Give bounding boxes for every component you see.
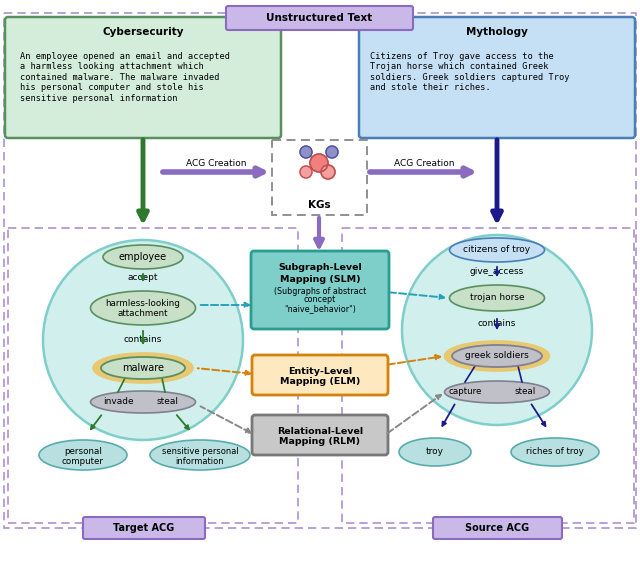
FancyBboxPatch shape (5, 17, 281, 138)
Text: ACG Creation: ACG Creation (394, 158, 454, 167)
Ellipse shape (90, 391, 195, 413)
Text: ACG Creation: ACG Creation (186, 158, 246, 167)
Text: trojan horse: trojan horse (470, 293, 524, 302)
Ellipse shape (449, 285, 545, 311)
FancyBboxPatch shape (359, 17, 635, 138)
Text: information: information (176, 456, 224, 465)
Text: concept: concept (304, 296, 336, 305)
Ellipse shape (150, 440, 250, 470)
Text: KGs: KGs (308, 200, 330, 210)
Text: sensitive personal: sensitive personal (162, 446, 238, 455)
Ellipse shape (39, 440, 127, 470)
FancyBboxPatch shape (83, 517, 205, 539)
Ellipse shape (452, 345, 542, 367)
Text: (Subgraphs of abstract: (Subgraphs of abstract (274, 287, 366, 296)
Ellipse shape (445, 341, 550, 371)
Text: Cybersecurity: Cybersecurity (102, 27, 184, 37)
Text: give_access: give_access (470, 266, 524, 275)
Text: An employee opened an email and accepted
a harmless looking attachment which
con: An employee opened an email and accepted… (20, 52, 230, 103)
Text: harmless-looking: harmless-looking (106, 300, 180, 309)
Text: Mapping (SLM): Mapping (SLM) (280, 274, 360, 283)
Circle shape (43, 240, 243, 440)
Text: Entity-Level: Entity-Level (288, 366, 352, 375)
Text: accept: accept (128, 274, 158, 283)
FancyBboxPatch shape (252, 355, 388, 395)
Circle shape (310, 154, 328, 172)
Text: Mapping (RLM): Mapping (RLM) (280, 437, 360, 446)
Text: Source ACG: Source ACG (465, 523, 529, 533)
FancyBboxPatch shape (251, 251, 389, 329)
Text: Target ACG: Target ACG (113, 523, 175, 533)
Ellipse shape (93, 353, 193, 383)
Text: attachment: attachment (118, 310, 168, 319)
Ellipse shape (101, 357, 185, 379)
Text: steal: steal (515, 388, 536, 397)
Circle shape (326, 146, 338, 158)
Ellipse shape (90, 291, 195, 325)
Text: Unstructured Text: Unstructured Text (266, 13, 372, 23)
Text: citizens of troy: citizens of troy (463, 246, 531, 255)
Text: malware: malware (122, 363, 164, 373)
FancyBboxPatch shape (252, 415, 388, 455)
Circle shape (300, 166, 312, 178)
FancyBboxPatch shape (433, 517, 562, 539)
Ellipse shape (449, 238, 545, 262)
Text: troy: troy (426, 447, 444, 456)
FancyBboxPatch shape (226, 6, 413, 30)
Text: "naive_behavior"): "naive_behavior") (284, 305, 356, 314)
Text: employee: employee (119, 252, 167, 262)
Text: contains: contains (478, 320, 516, 329)
Text: computer: computer (62, 456, 104, 465)
Text: Subgraph-Level: Subgraph-Level (278, 264, 362, 273)
Text: greek soldiers: greek soldiers (465, 351, 529, 360)
Ellipse shape (511, 438, 599, 466)
Text: steal: steal (157, 397, 179, 406)
Circle shape (321, 165, 335, 179)
Text: capture: capture (448, 388, 482, 397)
Text: personal: personal (64, 446, 102, 455)
Text: contains: contains (124, 336, 162, 345)
Text: riches of troy: riches of troy (526, 447, 584, 456)
Circle shape (300, 146, 312, 158)
Ellipse shape (445, 381, 550, 403)
Text: Mythology: Mythology (466, 27, 528, 37)
Circle shape (402, 235, 592, 425)
Text: invade: invade (102, 397, 133, 406)
Text: Mapping (ELM): Mapping (ELM) (280, 378, 360, 387)
Ellipse shape (103, 245, 183, 269)
Ellipse shape (399, 438, 471, 466)
Text: Relational-Level: Relational-Level (277, 427, 363, 436)
Text: Citizens of Troy gave access to the
Trojan horse which contained Greek
soldiers.: Citizens of Troy gave access to the Troj… (370, 52, 570, 92)
